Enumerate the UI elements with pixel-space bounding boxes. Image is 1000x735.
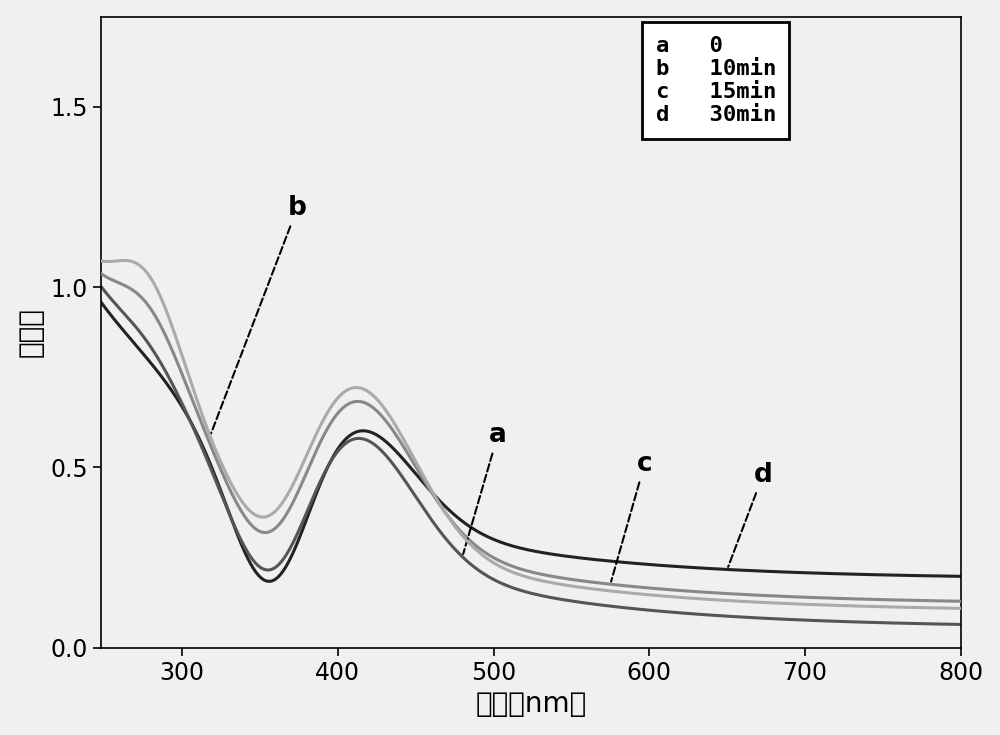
- Text: b: b: [211, 195, 307, 434]
- Text: a   0
b   10min
c   15min
d   30min: a 0 b 10min c 15min d 30min: [656, 35, 776, 125]
- Y-axis label: 吸光度: 吸光度: [17, 307, 45, 357]
- Text: d: d: [728, 462, 773, 567]
- X-axis label: 波长（nm）: 波长（nm）: [475, 690, 587, 718]
- Text: c: c: [611, 451, 652, 581]
- Text: a: a: [463, 422, 507, 554]
